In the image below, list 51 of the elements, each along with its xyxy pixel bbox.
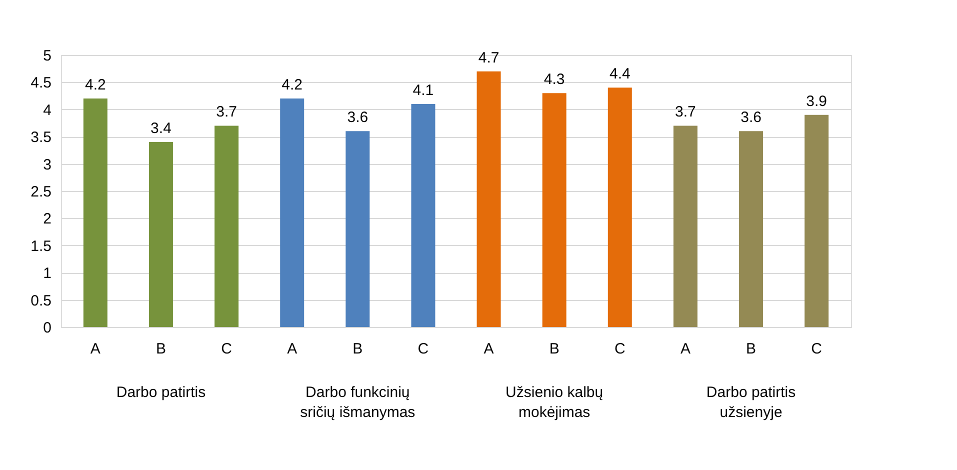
text: Darbo funkcinių sričių išmanymas bbox=[300, 384, 416, 421]
y-tick-label: 0 bbox=[43, 320, 52, 336]
x-tick-label: C bbox=[614, 340, 626, 358]
x-tick-label: B bbox=[156, 340, 166, 358]
data-label: 3.4 bbox=[150, 120, 172, 138]
y-tick-label: 2.5 bbox=[30, 184, 52, 200]
x-tick-label: C bbox=[418, 340, 429, 358]
data-label: 4.2 bbox=[84, 76, 106, 94]
x-tick-label: B bbox=[746, 340, 756, 358]
bar bbox=[608, 88, 632, 327]
bar bbox=[804, 114, 829, 327]
bar bbox=[346, 131, 370, 327]
data-label: 3.6 bbox=[347, 109, 368, 126]
data-label: 4.4 bbox=[609, 66, 630, 83]
x-tick-label: A bbox=[90, 340, 100, 358]
data-label: 4.2 bbox=[282, 76, 303, 94]
text: Darbo patirtis užsienyje bbox=[706, 384, 796, 421]
data-label: 3.7 bbox=[675, 104, 696, 121]
y-tick-label: 1 bbox=[43, 265, 52, 282]
data-label: 3.9 bbox=[806, 92, 828, 110]
data-label: 4.1 bbox=[412, 82, 434, 99]
y-tick-label: 3 bbox=[43, 156, 52, 174]
x-tick-label: C bbox=[811, 340, 822, 358]
text: Darbo patirtis bbox=[116, 384, 206, 401]
bar bbox=[411, 104, 436, 327]
bar bbox=[280, 98, 304, 327]
x-tick-label: B bbox=[549, 340, 560, 358]
y-tick-label: 1.5 bbox=[30, 238, 52, 255]
y-tick-label: 3.5 bbox=[30, 129, 52, 146]
data-label: 3.6 bbox=[740, 109, 762, 126]
bar bbox=[214, 126, 239, 327]
x-tick-label: A bbox=[680, 340, 690, 358]
x-tick-label: A bbox=[287, 340, 298, 358]
x-tick-label: B bbox=[352, 340, 363, 358]
data-label: 4.3 bbox=[544, 71, 565, 88]
x-tick-label: A bbox=[484, 340, 494, 358]
text: Užsienio kalbų mokėjimas bbox=[506, 384, 604, 421]
y-tick-label: 5 bbox=[43, 48, 52, 64]
bar bbox=[739, 131, 764, 327]
bar bbox=[673, 126, 698, 327]
y-tick-label: 2 bbox=[43, 210, 52, 228]
data-label: 4.7 bbox=[478, 49, 500, 66]
bar bbox=[148, 142, 173, 327]
x-tick-label: C bbox=[221, 340, 232, 358]
data-label: 3.7 bbox=[216, 104, 237, 121]
y-tick-label: 4 bbox=[43, 102, 52, 119]
bar bbox=[542, 93, 566, 327]
bar bbox=[83, 98, 108, 327]
bar bbox=[476, 71, 501, 327]
y-tick-label: 4.5 bbox=[30, 74, 52, 92]
y-tick-label: 0.5 bbox=[30, 292, 52, 310]
